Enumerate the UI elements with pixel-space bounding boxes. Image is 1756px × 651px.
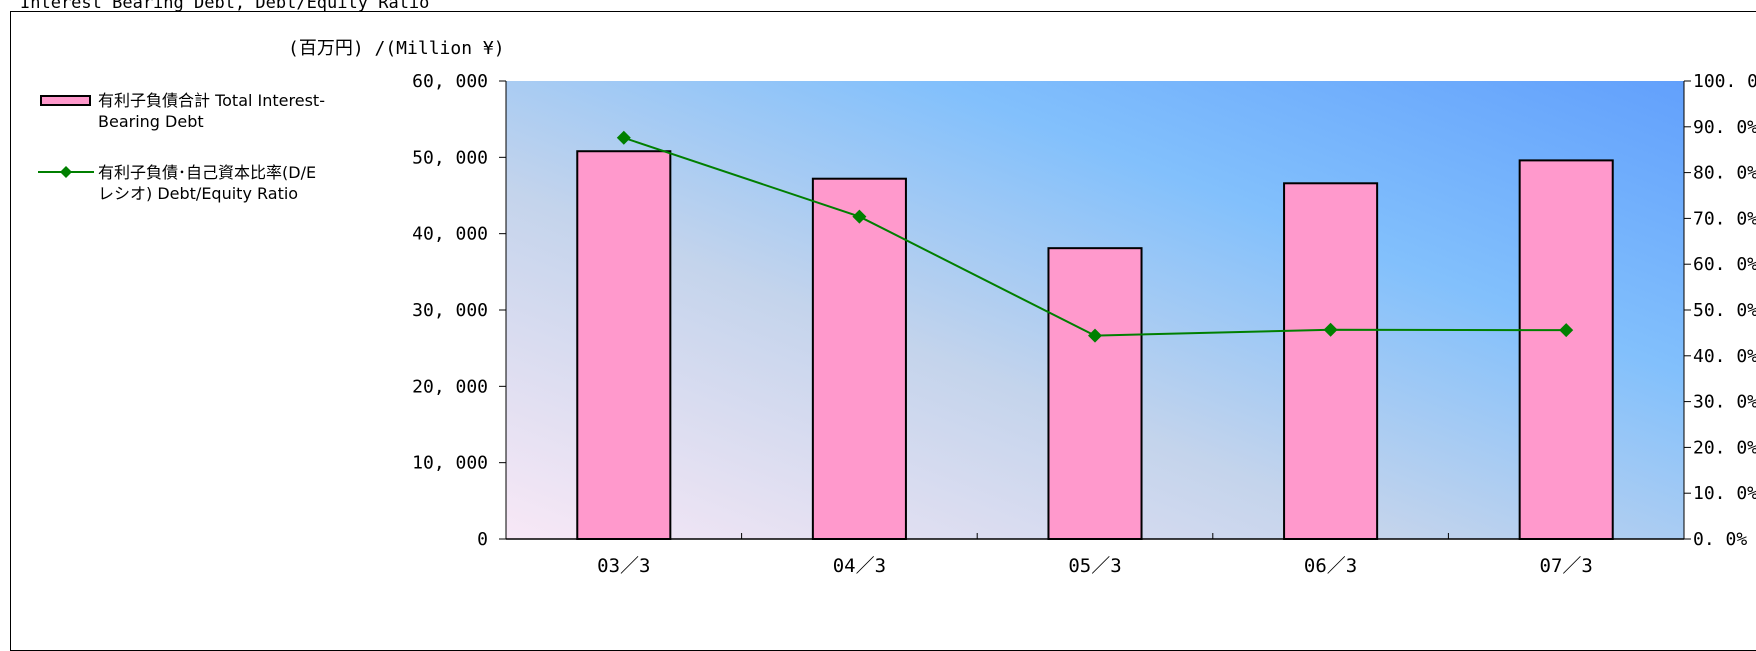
x-tick-label: 06／3 <box>1304 555 1357 577</box>
y-right-tick-label: 10. 0% <box>1693 483 1756 504</box>
bar <box>1518 159 1614 541</box>
chart-svg: 0 10, 000 20, 000 30, 000 40, 000 50, 000 60, … <box>412 71 1756 577</box>
legend-line-swatch <box>38 166 94 178</box>
chart-title: Interest Bearing Debt, Debt/Equity Ratio <box>20 0 430 13</box>
bar <box>1283 182 1379 541</box>
legend: 有利子負債合計 Total Interest- Bearing Debt 有利子… <box>38 90 398 234</box>
legend-item-ratio: 有利子負債･自己資本比率(D/E レシオ) Debt/Equity Ratio <box>38 162 398 204</box>
ratio-marker <box>616 130 631 145</box>
y-left-tick-label: 30, 000 <box>412 300 488 321</box>
legend-debt-label-line2: Bearing Debt <box>98 112 204 131</box>
bar <box>1047 247 1143 540</box>
y-left-tick-label: 50, 000 <box>412 147 488 168</box>
y-right-tick-label: 0. 0% <box>1693 529 1747 550</box>
ratio-marker <box>1323 322 1338 337</box>
y-right-tick-label: 40. 0% <box>1693 346 1756 367</box>
y-left-tick-label: 10, 000 <box>412 453 488 474</box>
legend-ratio-label-line2: レシオ) Debt/Equity Ratio <box>98 184 299 203</box>
y-right-tick-label: 60. 0% <box>1693 254 1756 275</box>
y-left-tick-label: 60, 000 <box>412 71 488 92</box>
ratio-marker <box>1088 328 1102 343</box>
bar <box>576 150 672 541</box>
legend-item-debt: 有利子負債合計 Total Interest- Bearing Debt <box>38 90 398 132</box>
x-tick-label: 05／3 <box>1068 555 1121 577</box>
y-left-tick-label: 0 <box>477 529 488 550</box>
y-right-tick-label: 100. 0% <box>1693 71 1756 92</box>
y-left-tick-label: 40, 000 <box>412 224 488 245</box>
x-tick-label: 07／3 <box>1540 555 1593 577</box>
legend-debt-label-line1: 有利子負債合計 Total Interest- <box>98 91 325 110</box>
y-right-tick-label: 90. 0% <box>1693 117 1756 138</box>
unit-label: (百万円) /(Million ¥) <box>288 38 505 59</box>
bar <box>811 177 907 540</box>
y-right-tick-label: 20. 0% <box>1693 437 1756 458</box>
ratio-marker <box>1559 323 1574 338</box>
legend-ratio-label-line1: 有利子負債･自己資本比率(D/E <box>98 163 317 182</box>
y-right-tick-label: 30. 0% <box>1693 392 1756 413</box>
y-right-tick-label: 80. 0% <box>1693 163 1756 184</box>
y-right-tick-label: 50. 0% <box>1693 300 1756 321</box>
legend-bar-swatch <box>40 95 91 106</box>
ratio-marker <box>852 209 867 224</box>
x-tick-label: 04／3 <box>833 555 886 577</box>
y-right-tick-label: 70. 0% <box>1693 208 1756 229</box>
x-tick-label: 03／3 <box>597 555 650 577</box>
y-left-tick-label: 20, 000 <box>412 376 488 397</box>
